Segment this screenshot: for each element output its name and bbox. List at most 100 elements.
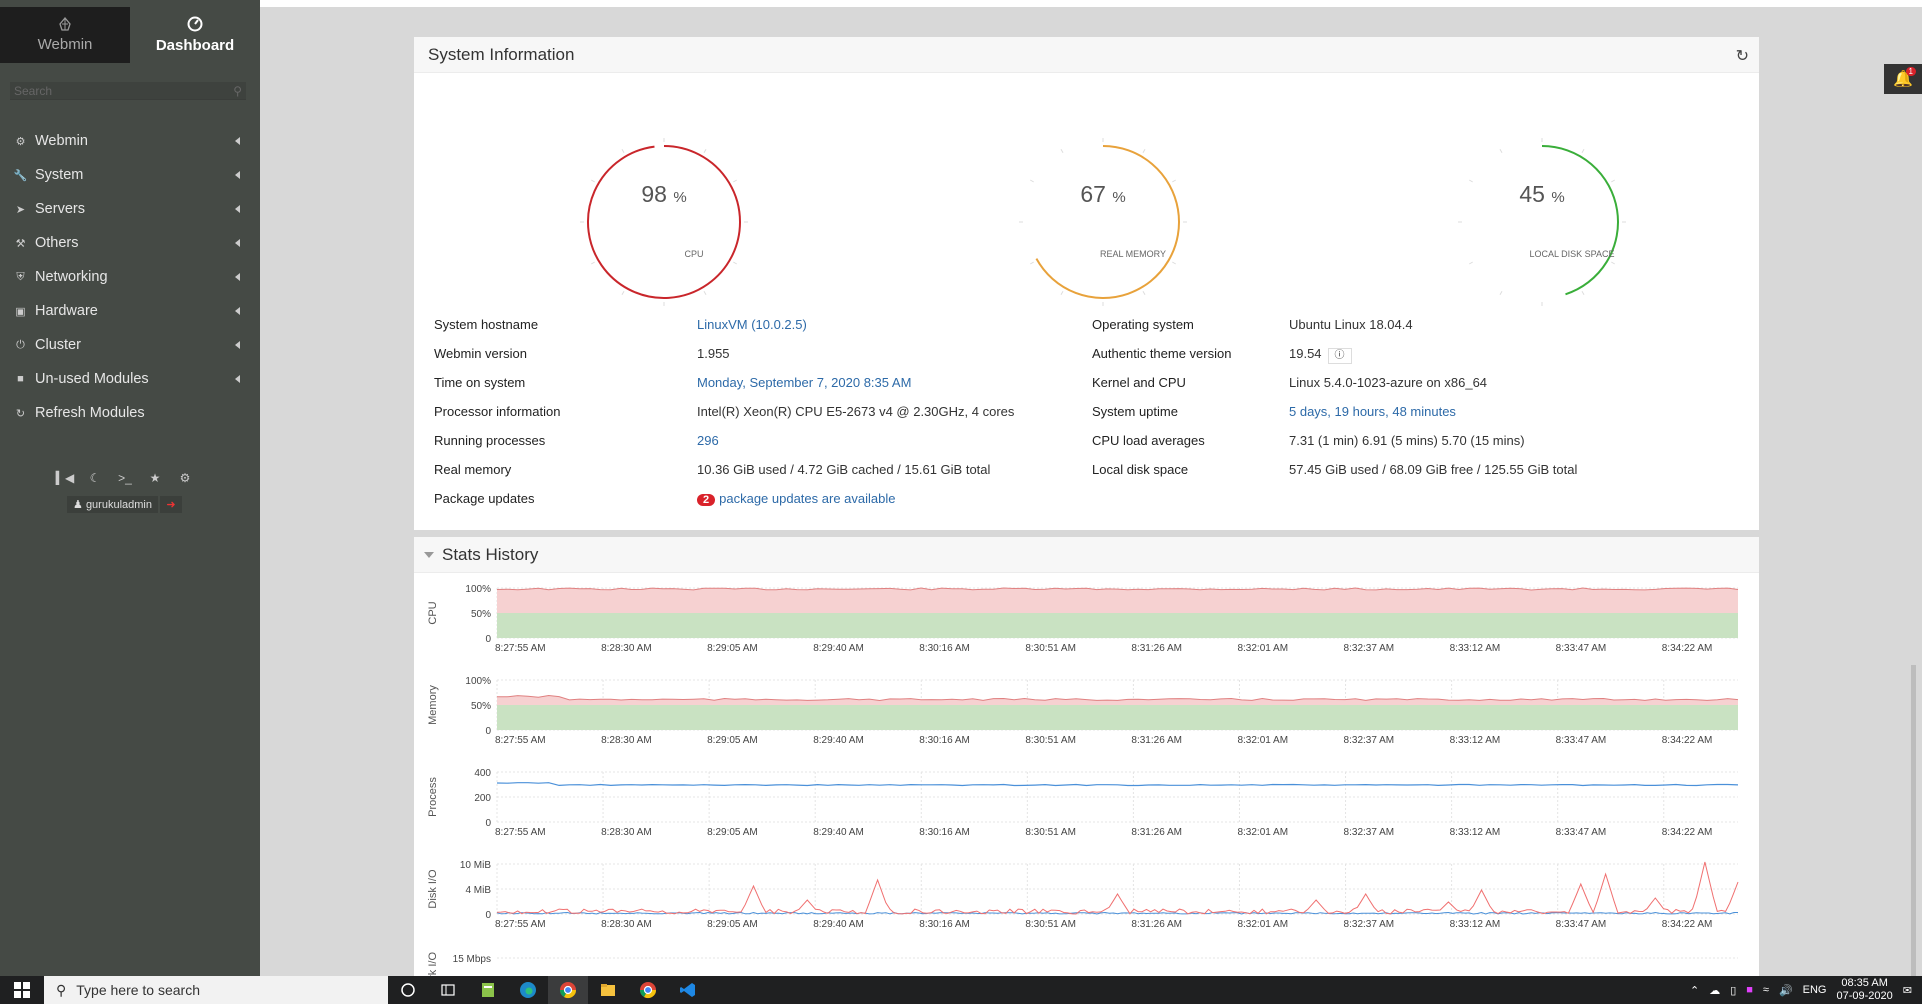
hostname-link[interactable]: LinuxVM (10.0.2.5) xyxy=(697,317,807,332)
clock[interactable]: 08:35 AM 07-09-2020 xyxy=(1837,977,1893,1003)
chart-time-label: 8:29:05 AM xyxy=(707,919,758,930)
edge-icon[interactable] xyxy=(508,976,548,1004)
gauge-svg xyxy=(1019,138,1187,306)
sidebar-item-label: System xyxy=(35,167,84,183)
info-label: System uptime xyxy=(1092,404,1178,419)
sidebar-item-label: Hardware xyxy=(35,303,98,319)
processes-link[interactable]: 296 xyxy=(697,433,719,448)
collapse-icon[interactable]: ▍◀ xyxy=(55,471,75,485)
language-indicator[interactable]: ENG xyxy=(1802,984,1827,996)
gauge-tick xyxy=(703,149,707,153)
gauge-tick xyxy=(733,261,737,265)
refresh-icon: ↻ xyxy=(15,407,26,420)
chart-time-label: 8:31:26 AM xyxy=(1131,919,1182,930)
sidebar-item-networking[interactable]: ⛨ Networking xyxy=(0,260,260,294)
stats-history-panel: Stats History CPU 100% 50% 0 8:27:55 AM 8:28:… xyxy=(414,537,1759,976)
uptime-link[interactable]: 5 days, 19 hours, 48 minutes xyxy=(1289,404,1456,419)
onedrive-icon[interactable]: ☁ xyxy=(1709,984,1721,997)
chrome-icon[interactable] xyxy=(548,976,588,1004)
chart-time-label: 8:33:12 AM xyxy=(1450,919,1501,930)
chart-band-low xyxy=(497,705,1738,730)
chart-time-label: 8:32:01 AM xyxy=(1237,643,1288,654)
file-explorer-icon[interactable] xyxy=(588,976,628,1004)
terminal-icon[interactable]: >_ xyxy=(118,471,132,485)
star-icon[interactable]: ★ xyxy=(149,471,161,485)
sidebar: Webmin Dashboard Search ⚲ ⚙ Webmin 🔧 Syste… xyxy=(0,0,260,976)
sidebar-item-refresh-modules[interactable]: ↻ Refresh Modules xyxy=(0,396,260,430)
system-information-panel: System Information ↻ 98 % CPU 67 % REAL … xyxy=(414,37,1759,530)
gauge-tick xyxy=(1172,179,1176,183)
chart-line xyxy=(496,694,1739,702)
gauge-tick xyxy=(1142,291,1146,295)
taskbar-search[interactable]: ⚲ Type here to search xyxy=(44,976,388,1004)
collapse-triangle-icon[interactable] xyxy=(424,551,434,558)
sidebar-search[interactable]: Search ⚲ xyxy=(10,82,246,100)
sidebar-item-system[interactable]: 🔧 System xyxy=(0,158,260,192)
clock-date: 07-09-2020 xyxy=(1836,990,1893,1002)
scrollbar[interactable] xyxy=(1911,665,1916,976)
stats-history-header[interactable]: Stats History xyxy=(414,537,1759,573)
chart-axis-title: Network I/O xyxy=(427,952,439,976)
gauge-tick xyxy=(621,291,625,295)
tab-dashboard[interactable]: Dashboard xyxy=(130,7,260,63)
sidebar-item-cluster[interactable]: ⏻ Cluster xyxy=(0,328,260,362)
chart-axis-title: Memory xyxy=(427,685,439,725)
username-button[interactable]: ♟ gurukuladmin xyxy=(67,496,158,513)
cpu-gauge: 98 % CPU xyxy=(579,137,749,307)
sidebar-item-hardware[interactable]: ▣ Hardware xyxy=(0,294,260,328)
volume-icon[interactable]: 🔊 xyxy=(1778,984,1793,997)
refresh-icon[interactable]: ↻ xyxy=(1735,48,1749,65)
gauge-tick xyxy=(1469,179,1473,183)
sidebar-item-webmin[interactable]: ⚙ Webmin xyxy=(0,124,260,158)
sidebar-item-unused-modules[interactable]: ■ Un-used Modules xyxy=(0,362,260,396)
app-tray-icon[interactable]: ■ xyxy=(1746,984,1753,996)
sidebar-item-servers[interactable]: ➤ Servers xyxy=(0,192,260,226)
shield-icon: ⛨ xyxy=(16,270,25,283)
chart-tick-label: 0 xyxy=(485,818,491,829)
start-button[interactable] xyxy=(0,976,44,1004)
chart-time-label: 8:29:40 AM xyxy=(813,735,864,746)
cortana-icon[interactable] xyxy=(388,976,428,1004)
logout-icon[interactable]: ➜ xyxy=(159,496,182,513)
chart-time-label: 8:28:30 AM xyxy=(601,919,652,930)
tab-webmin[interactable]: Webmin xyxy=(0,7,130,63)
info-icon[interactable]: ⓘ xyxy=(1327,348,1352,364)
user-block: ♟ gurukuladmin ➜ xyxy=(67,496,182,513)
chart-time-label: 8:34:22 AM xyxy=(1662,919,1713,930)
info-value: 57.45 GiB used / 68.09 GiB free / 125.55… xyxy=(1289,462,1578,477)
search-input[interactable]: Search xyxy=(14,83,53,98)
moon-icon[interactable]: ☾ xyxy=(89,471,101,485)
action-center-icon[interactable]: ✉ xyxy=(1902,984,1912,997)
wifi-icon[interactable]: ≈ xyxy=(1762,984,1769,996)
package-updates: 2 package updates are available xyxy=(697,491,895,506)
top-strip xyxy=(0,0,1922,7)
sidebar-item-others[interactable]: ⚒ Others xyxy=(0,226,260,260)
taskbar-search-input[interactable]: Type here to search xyxy=(76,982,201,998)
gauge-tick xyxy=(1060,149,1064,153)
battery-icon[interactable]: ▯ xyxy=(1730,984,1737,997)
sidebar-item-label: Networking xyxy=(35,269,108,285)
vscode-icon[interactable] xyxy=(668,976,708,1004)
sidebar-item-label: Cluster xyxy=(35,337,81,353)
chart-time-label: 8:32:37 AM xyxy=(1344,919,1395,930)
notifications-button[interactable]: 🔔 1 xyxy=(1884,64,1922,94)
info-value: 1.955 xyxy=(697,346,730,361)
chrome-icon[interactable] xyxy=(628,976,668,1004)
gauge-tick xyxy=(1030,261,1034,265)
chart-time-label: 8:29:40 AM xyxy=(813,919,864,930)
gauge-tick xyxy=(1581,149,1585,153)
gauge-tick xyxy=(1469,261,1473,265)
gauge-label: CPU xyxy=(684,249,704,259)
task-view-icon[interactable] xyxy=(428,976,468,1004)
chart-time-label: 8:29:05 AM xyxy=(707,643,758,654)
package-updates-link[interactable]: package updates are available xyxy=(719,491,896,506)
chart-time-label: 8:30:16 AM xyxy=(919,827,970,838)
chevron-up-icon[interactable]: ⌃ xyxy=(1689,984,1700,997)
cogs-icon[interactable]: ⚙ xyxy=(179,471,191,485)
sidebar-tabs: Webmin Dashboard xyxy=(0,7,260,63)
tab-dashboard-label: Dashboard xyxy=(155,37,235,54)
chart-tick-label: 200 xyxy=(474,793,491,804)
time-link[interactable]: Monday, September 7, 2020 8:35 AM xyxy=(697,375,912,390)
info-value: 10.36 GiB used / 4.72 GiB cached / 15.61… xyxy=(697,462,991,477)
notepad-icon[interactable] xyxy=(468,976,508,1004)
